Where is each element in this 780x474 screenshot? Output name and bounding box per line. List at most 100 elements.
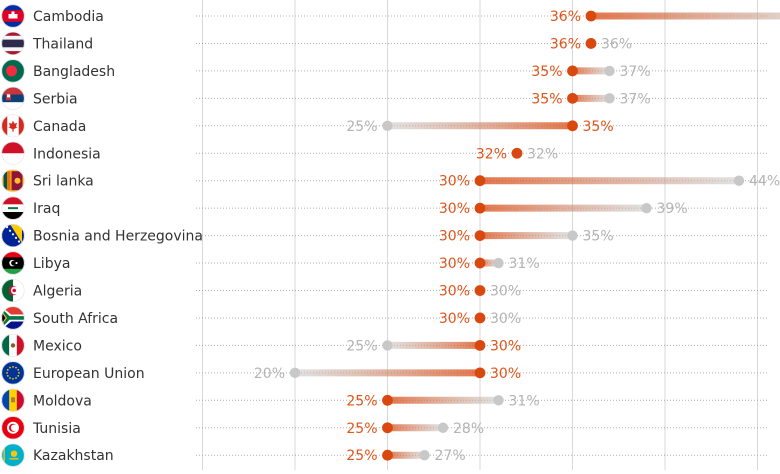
- primary-value-label-mexico: 30%: [490, 338, 521, 354]
- primary-marker-european-union: [474, 367, 486, 379]
- bangladesh-flag-icon: [1, 59, 25, 83]
- primary-marker-south-africa: [474, 312, 486, 324]
- indonesia-flag-icon: [1, 141, 25, 165]
- secondary-marker-kazakhstan: [419, 450, 430, 461]
- secondary-marker-libya: [493, 257, 504, 269]
- primary-value-label-indonesia: 32%: [476, 146, 507, 162]
- moldova-flag-icon: [1, 388, 25, 412]
- primary-value-label-sri-lanka: 30%: [439, 174, 470, 190]
- primary-marker-bosnia-and-herzegovina: [474, 230, 486, 242]
- country-label-kazakhstan: Kazakhstan: [33, 448, 114, 464]
- secondary-value-label-kazakhstan: 27%: [435, 448, 466, 464]
- secondary-value-label-serbia: 37%: [620, 91, 651, 107]
- value-labels: 36%49%36%36%35%37%35%37%35%25%32%32%30%4…: [254, 9, 780, 464]
- secondary-value-label-indonesia: 32%: [527, 146, 558, 162]
- secondary-marker-bosnia-and-herzegovina: [567, 230, 578, 241]
- primary-marker-thailand: [585, 38, 597, 49]
- serbia-flag-icon: [1, 86, 25, 110]
- country-label-south-africa: South Africa: [33, 311, 118, 327]
- primary-value-label-canada: 35%: [583, 119, 614, 135]
- secondary-value-label-libya: 31%: [509, 256, 540, 272]
- primary-marker-mexico: [474, 340, 486, 351]
- country-label-bangladesh: Bangladesh: [33, 64, 115, 80]
- primary-value-label-south-africa: 30%: [439, 311, 470, 327]
- secondary-value-label-tunisia: 28%: [453, 421, 484, 437]
- country-labels: Cambodia Thailand Bangladesh Serbia Canada In…: [32, 9, 203, 464]
- country-label-iraq: Iraq: [33, 201, 60, 217]
- primary-marker-indonesia: [511, 147, 523, 159]
- thailand-flag-icon: [1, 31, 25, 55]
- cambodia-flag-icon: [1, 4, 25, 28]
- primary-value-label-thailand: 36%: [550, 36, 581, 52]
- secondary-marker-bangladesh: [604, 65, 615, 77]
- primary-marker-bangladesh: [567, 65, 578, 77]
- primary-marker-kazakhstan: [382, 449, 393, 461]
- primary-marker-serbia: [567, 92, 578, 104]
- primary-value-label-libya: 30%: [439, 256, 470, 272]
- secondary-marker-mexico: [382, 340, 393, 351]
- sri-lanka-flag-icon: [1, 169, 25, 193]
- libya-flag-icon: [1, 251, 25, 275]
- country-label-mexico: Mexico: [33, 338, 82, 354]
- secondary-marker-sri-lanka: [733, 175, 745, 186]
- primary-marker-iraq: [474, 202, 486, 214]
- secondary-value-label-european-union: 20%: [254, 366, 285, 382]
- tunisia-flag-icon: [1, 416, 25, 440]
- secondary-value-label-algeria: 30%: [490, 284, 521, 300]
- markers: [289, 10, 745, 461]
- secondary-value-label-south-africa: 30%: [490, 311, 521, 327]
- country-label-moldova: Moldova: [33, 393, 92, 409]
- country-label-canada: Canada: [33, 119, 86, 135]
- primary-value-label-bangladesh: 35%: [531, 64, 562, 80]
- iraq-flag-icon: [1, 196, 25, 220]
- country-label-cambodia: Cambodia: [33, 9, 104, 25]
- primary-marker-cambodia: [585, 10, 597, 22]
- primary-value-label-algeria: 30%: [439, 284, 470, 300]
- primary-value-label-european-union: 30%: [490, 366, 521, 382]
- primary-value-label-iraq: 30%: [439, 201, 470, 217]
- primary-marker-tunisia: [382, 422, 393, 434]
- country-label-european-union: European Union: [33, 366, 145, 382]
- primary-marker-algeria: [474, 285, 486, 296]
- bosnia-flag-icon: [1, 224, 25, 248]
- primary-marker-canada: [567, 120, 578, 132]
- secondary-value-label-canada: 25%: [346, 119, 377, 135]
- secondary-marker-moldova: [493, 395, 504, 406]
- south-africa-flag-icon: [1, 306, 25, 330]
- secondary-marker-european-union: [289, 367, 301, 379]
- country-label-algeria: Algeria: [33, 284, 82, 300]
- primary-marker-sri-lanka: [474, 175, 486, 187]
- secondary-value-label-sri-lanka: 44%: [749, 174, 780, 190]
- algeria-flag-icon: [1, 279, 25, 302]
- kazakhstan-flag-icon: [1, 443, 25, 467]
- primary-marker-moldova: [382, 394, 393, 406]
- primary-value-label-moldova: 25%: [346, 393, 377, 409]
- connectors: [295, 12, 780, 459]
- primary-value-label-cambodia: 36%: [550, 9, 581, 25]
- secondary-marker-iraq: [641, 202, 652, 214]
- secondary-value-label-bosnia-and-herzegovina: 35%: [583, 229, 614, 245]
- secondary-value-label-iraq: 39%: [657, 201, 688, 217]
- canada-flag-icon: [1, 114, 25, 138]
- secondary-marker-serbia: [604, 93, 615, 104]
- secondary-value-label-moldova: 31%: [509, 393, 540, 409]
- secondary-value-label-thailand: 36%: [601, 36, 632, 52]
- eu-flag-icon: [1, 361, 25, 385]
- country-label-tunisia: Tunisia: [32, 421, 81, 437]
- country-label-serbia: Serbia: [33, 91, 78, 107]
- country-label-thailand: Thailand: [32, 36, 93, 52]
- country-label-bosnia-and-herzegovina: Bosnia and Herzegovina: [33, 229, 203, 245]
- country-label-indonesia: Indonesia: [33, 146, 101, 162]
- primary-value-label-tunisia: 25%: [346, 421, 377, 437]
- country-label-libya: Libya: [33, 256, 70, 272]
- country-label-sri-lanka: Sri lanka: [33, 174, 94, 190]
- secondary-marker-tunisia: [437, 422, 449, 433]
- flags: [1, 4, 25, 467]
- secondary-value-label-mexico: 25%: [346, 338, 377, 354]
- mexico-flag-icon: [1, 333, 25, 357]
- primary-marker-libya: [474, 257, 486, 269]
- primary-value-label-bosnia-and-herzegovina: 30%: [439, 229, 470, 245]
- primary-value-label-serbia: 35%: [531, 91, 562, 107]
